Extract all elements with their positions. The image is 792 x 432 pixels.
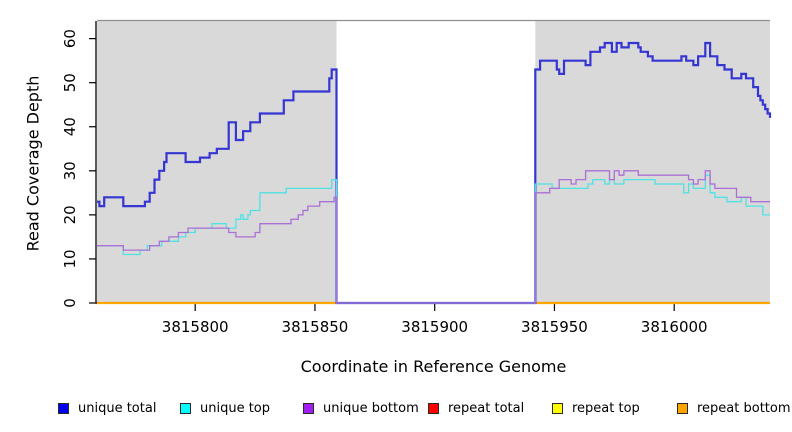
shaded-region [97, 21, 337, 303]
legend-swatch [303, 402, 314, 414]
legend-swatch [428, 402, 439, 414]
coverage-plot-canvas: 0 10 20 30 40 50 60 3815800 3815850 3815900 381595… [61, 19, 772, 336]
x-tick-label: 3815950 [521, 318, 588, 336]
y-tick-label: 30 [61, 161, 79, 180]
x-tick-label: 3815800 [162, 318, 229, 336]
y-tick-label: 50 [61, 73, 79, 92]
x-tick-label: 3815900 [401, 318, 468, 336]
y-tick-label: 20 [61, 205, 79, 224]
y-axis-title: Read Coverage Depth [23, 75, 43, 252]
y-tick-label: 10 [61, 249, 79, 268]
x-tick-label: 3815850 [282, 318, 349, 336]
legend-item-unique-bottom: unique bottom [303, 399, 419, 417]
legend: unique total unique top unique bottom repea… [0, 399, 792, 419]
legend-item-unique-total: unique total [58, 399, 156, 417]
x-axis-title: Coordinate in Reference Genome [300, 357, 567, 376]
x-tick-label: 3816000 [641, 318, 708, 336]
y-tick-label: 40 [61, 117, 79, 136]
legend-swatch [58, 402, 69, 414]
legend-label: repeat total [448, 400, 525, 416]
legend-swatch [677, 402, 688, 414]
legend-label: unique top [200, 400, 271, 416]
legend-label: unique total [78, 400, 157, 416]
legend-swatch [552, 402, 563, 414]
legend-item-repeat-bottom: repeat bottom [677, 399, 791, 417]
y-tick-label: 60 [61, 29, 79, 48]
y-tick-label: 0 [61, 298, 79, 308]
legend-label: repeat bottom [697, 400, 791, 416]
legend-swatch [180, 402, 191, 414]
series-unique-bottom [97, 170, 770, 304]
legend-item-unique-top: unique top [180, 399, 270, 417]
legend-label: repeat top [572, 400, 640, 416]
legend-label: unique bottom [323, 400, 419, 416]
series-unique-total [97, 41, 772, 305]
legend-item-repeat-total: repeat total [428, 399, 524, 417]
legend-item-repeat-top: repeat top [552, 399, 640, 417]
shaded-region [535, 21, 770, 303]
